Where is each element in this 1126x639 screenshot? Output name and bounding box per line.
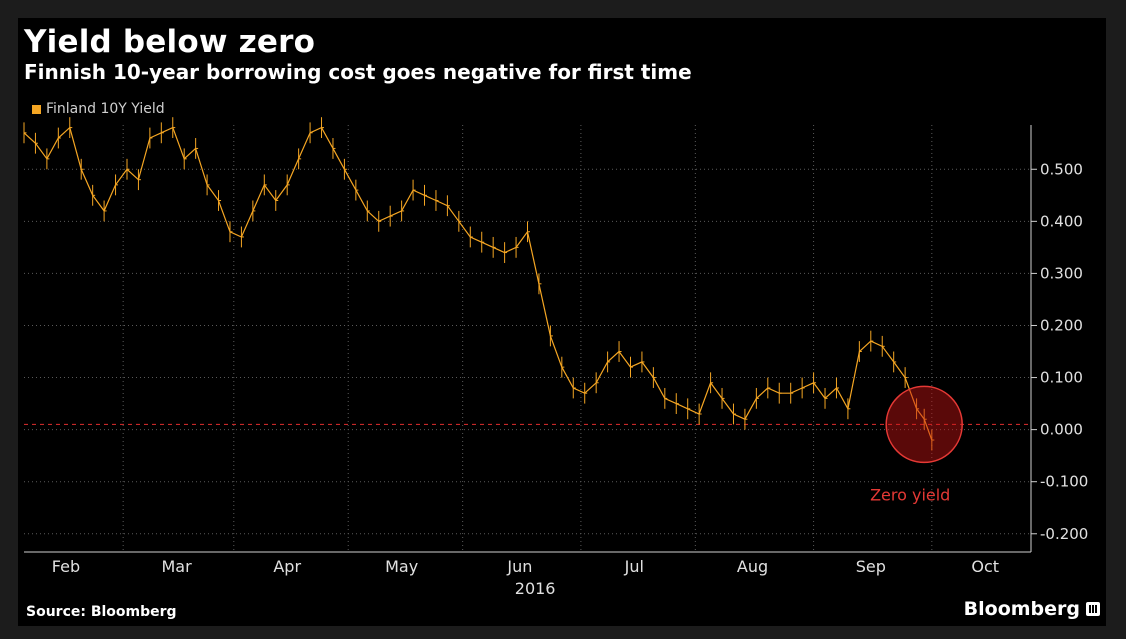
brand-name: Bloomberg (963, 598, 1080, 620)
y-tick-label: 0.300 (1040, 264, 1083, 282)
chart-legend: Finland 10Y Yield (32, 101, 165, 117)
x-year-label: 2016 (515, 579, 556, 598)
brand-logo: Bloomberg (964, 598, 1100, 620)
bloomberg-terminal-icon (1086, 602, 1100, 616)
y-tick-label: 0.400 (1040, 212, 1083, 230)
legend-label: Finland 10Y Yield (46, 101, 165, 117)
y-tick-label: 0.100 (1040, 369, 1083, 387)
chart-subtitle: Finnish 10-year borrowing cost goes nega… (24, 60, 692, 84)
y-tick-label: 0.000 (1040, 421, 1083, 439)
chart-title: Yield below zero (24, 24, 316, 60)
x-tick-label: Jul (624, 557, 644, 576)
legend-swatch (32, 104, 41, 114)
x-tick-label: Aug (737, 557, 768, 576)
y-tick-label: 0.500 (1040, 160, 1083, 178)
y-tick-label: -0.100 (1040, 473, 1088, 491)
series-finland-10y-yield (23, 117, 935, 451)
x-tick-label: Feb (52, 557, 80, 576)
chart-plot: 0.500 0.400 0.300 0.200 0.100 0.000 -0.100 -0.2… (23, 117, 1088, 598)
x-tick-label: Apr (273, 557, 301, 576)
source-note: Source: Bloomberg (26, 604, 177, 620)
x-tick-label: Sep (856, 557, 886, 576)
annotation-label: Zero yield (870, 485, 950, 504)
x-tick-label: Jun (506, 557, 532, 576)
zero-yield-circle (885, 385, 963, 464)
x-tick-label: Oct (971, 557, 999, 576)
x-tick-label: May (385, 557, 418, 576)
chart-frame: Yield below zero Finnish 10-year borrowi… (18, 18, 1106, 626)
x-tick-label: Mar (161, 557, 192, 576)
y-tick-label: 0.200 (1040, 316, 1083, 334)
y-tick-label: -0.200 (1040, 525, 1088, 543)
series-line (23, 126, 933, 441)
